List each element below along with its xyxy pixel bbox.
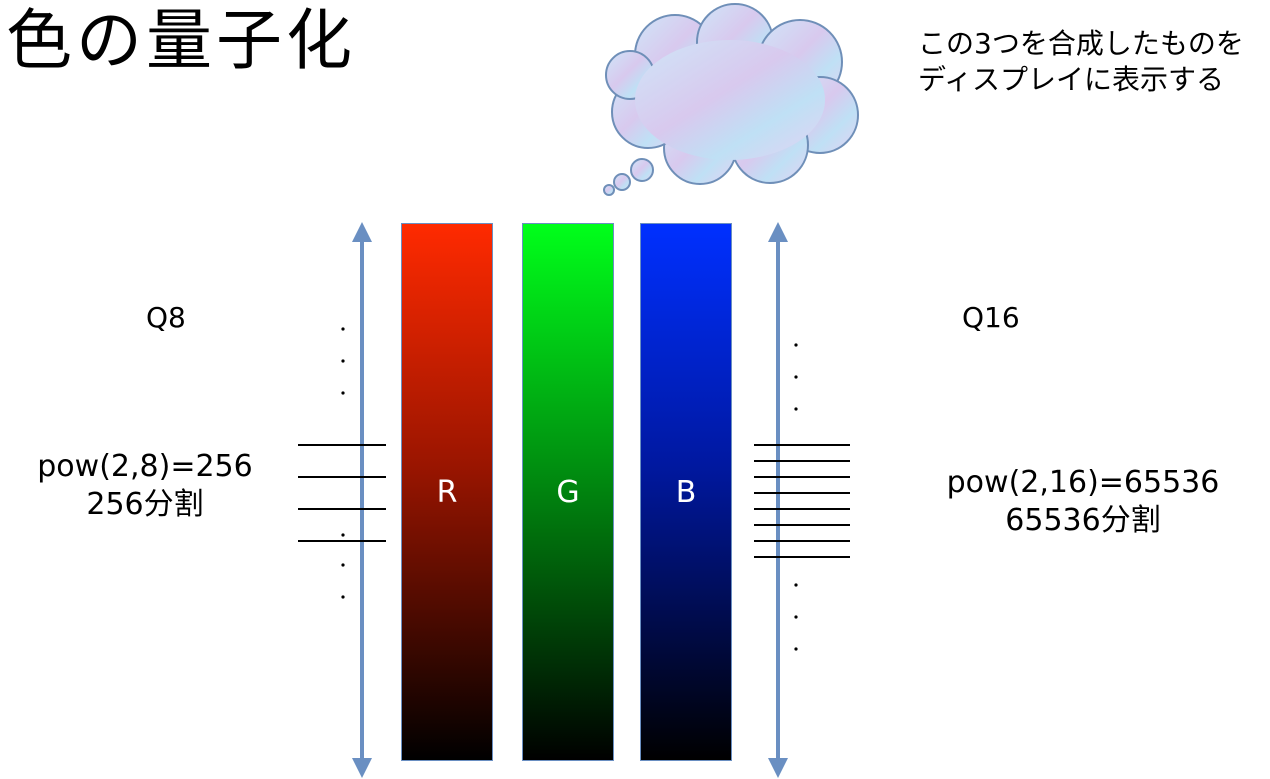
q16-label: Q16 [962,301,1020,334]
q8-label: Q8 [146,301,186,334]
q8-divisions-text: 256分割 [86,487,204,522]
composite-note: この3つを合成したものを ディスプレイに表示する [918,26,1270,98]
q16-formula-text: pow(2,16)=65536 [946,465,1220,500]
green-channel-label: G [556,474,580,510]
red-channel-bar: R [401,223,493,761]
q8-formula-text: pow(2,8)=256 [37,449,253,484]
q16-formula: pow(2,16)=65536 65536分割 [896,464,1270,540]
blue-channel-label: B [675,474,697,510]
red-channel-label: R [436,474,458,510]
green-channel-bar: G [522,223,614,761]
q8-formula: pow(2,8)=256 256分割 [6,448,284,524]
note-line-2: ディスプレイに表示する [918,63,1225,96]
q16-division-lines [754,444,850,558]
ellipsis-dots [341,327,798,651]
q16-divisions-text: 65536分割 [1005,503,1161,538]
q8-division-lines [298,444,386,542]
blue-channel-bar: B [640,223,732,761]
thought-cloud-fill [635,40,825,160]
page-title: 色の量子化 [6,2,356,79]
note-line-1: この3つを合成したものを [918,27,1244,60]
